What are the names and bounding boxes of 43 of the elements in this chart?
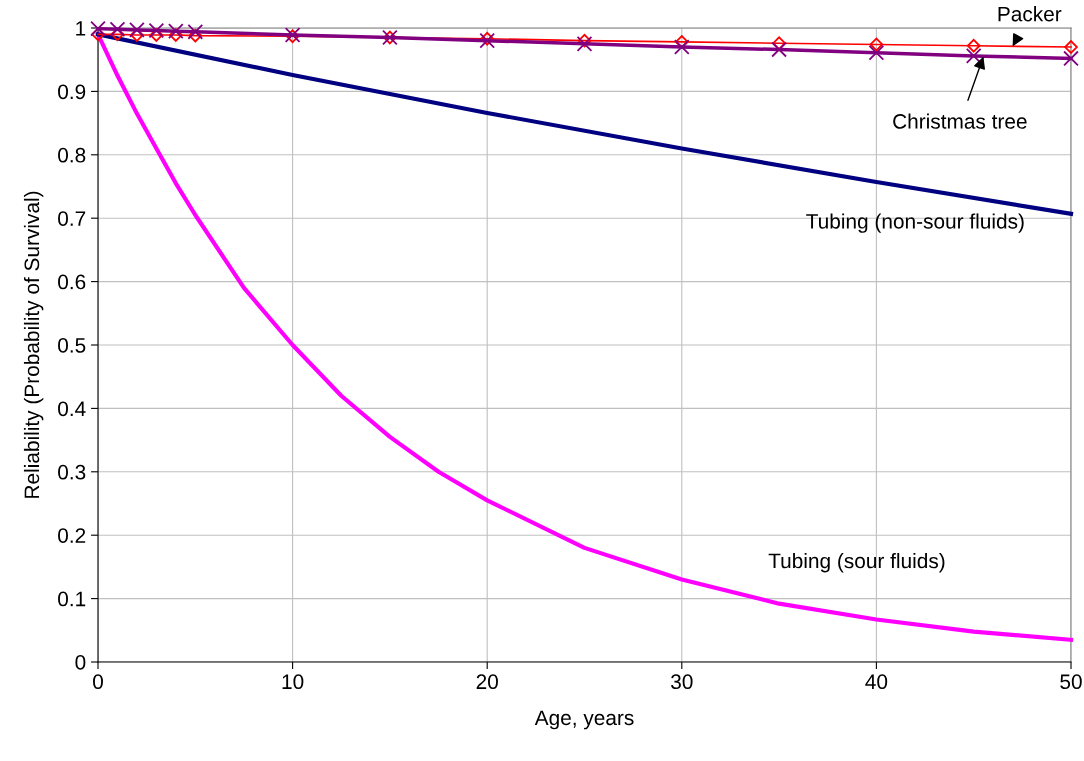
point	[869, 37, 884, 52]
point	[1063, 50, 1079, 67]
point	[966, 38, 981, 53]
y-tick-label: 0.9	[58, 84, 86, 100]
y-tick-label: 0.5	[58, 338, 86, 353]
point	[673, 39, 690, 55]
point	[169, 28, 183, 42]
y-tick-label: 0.6	[58, 274, 86, 290]
y-tick-label: 1	[76, 21, 86, 36]
y-axis-title: Reliability (Probability of Survival)	[23, 191, 44, 498]
point	[868, 44, 885, 61]
point	[149, 28, 164, 42]
annotation: Tubing (non-sour fluids)	[806, 213, 1024, 233]
annotation: Christmas tree	[893, 113, 1027, 129]
annotation: Packer	[998, 6, 1062, 22]
point	[148, 22, 165, 39]
x-tick-label: 40	[865, 674, 888, 690]
y-tick-label: 0	[75, 655, 86, 670]
point	[167, 23, 184, 40]
x-tick-label: 0	[93, 674, 103, 690]
x-tick-label: 10	[282, 674, 304, 690]
y-tick-label: 0.7	[58, 211, 86, 226]
annotation: Tubing (sour fluids)	[768, 552, 945, 573]
point	[129, 22, 145, 38]
y-tick-label: 0.1	[58, 591, 86, 607]
y-tick-label: 0.3	[58, 464, 86, 480]
point	[1064, 40, 1078, 54]
point	[188, 28, 203, 43]
point	[110, 27, 125, 42]
point	[187, 23, 204, 40]
point	[771, 41, 787, 58]
point	[90, 20, 106, 37]
point	[109, 21, 126, 38]
x-tick-label: 30	[671, 674, 693, 690]
x-tick-label: 20	[476, 674, 498, 690]
y-tick-label: 0.8	[58, 147, 86, 163]
x-tick-label: 50	[1060, 674, 1082, 690]
point	[576, 36, 593, 52]
y-tick-label: 0.2	[58, 528, 86, 543]
point	[965, 48, 982, 64]
point	[577, 33, 592, 48]
y-tick-label: 0.4	[58, 401, 86, 417]
x-axis-title: Age, years	[534, 710, 634, 730]
